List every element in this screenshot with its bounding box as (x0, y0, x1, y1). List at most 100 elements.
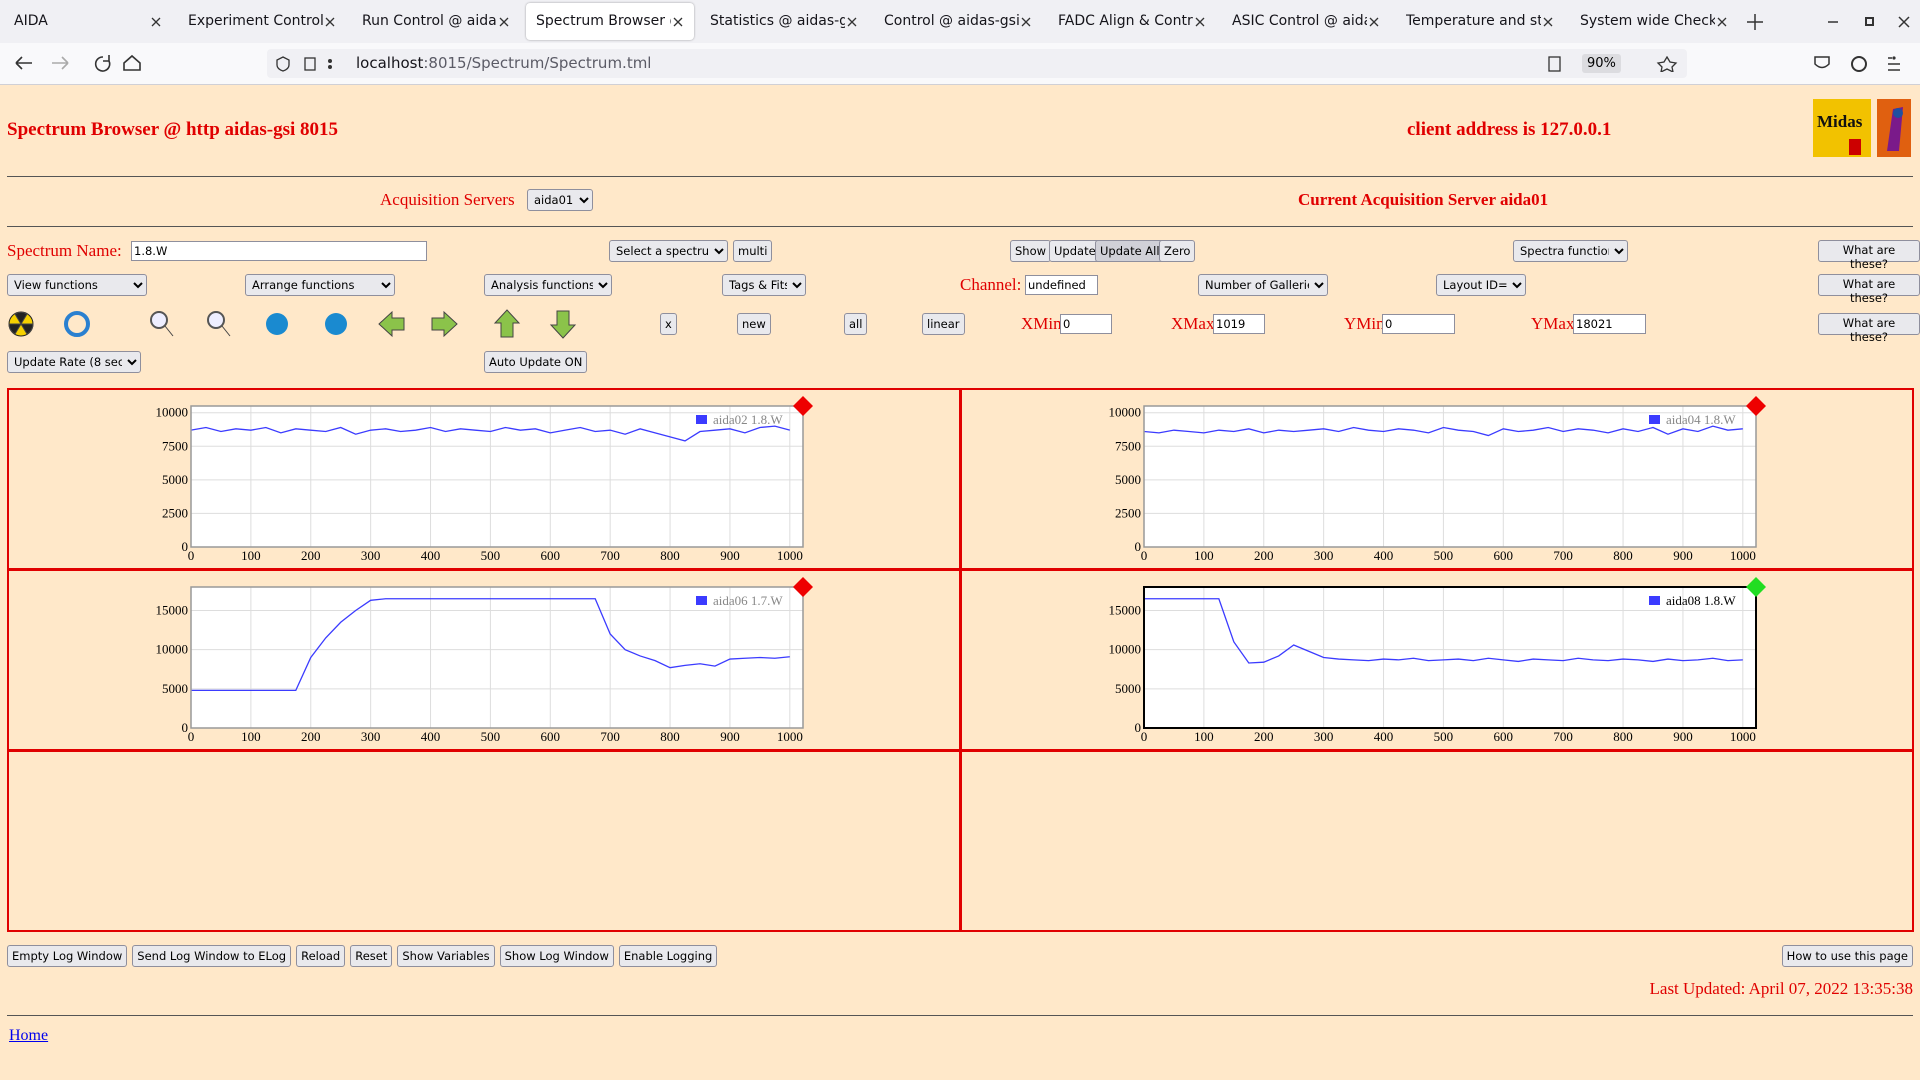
dropdown[interactable]: Analysis functions (484, 274, 612, 296)
dropdown[interactable]: Spectra functions (1513, 240, 1628, 262)
browser-tab[interactable]: Statistics @ aidas-gsi (700, 3, 868, 40)
new-tab[interactable] (1745, 10, 1920, 34)
browser-tab[interactable]: System wide Checks (1570, 3, 1738, 40)
tab-close[interactable] (324, 16, 336, 28)
log-button[interactable]: Show Variables (397, 945, 495, 967)
plot-area (1144, 587, 1756, 728)
x-tick-label: 600 (541, 729, 561, 744)
dropdown[interactable]: Update Rate (8 secs) (7, 351, 141, 373)
window-controls[interactable] (1825, 14, 1915, 30)
icon-refresh[interactable] (64, 311, 90, 337)
text-input[interactable] (1573, 314, 1646, 334)
tab-close[interactable] (1020, 16, 1032, 28)
tab-close[interactable] (150, 16, 162, 28)
tab-close[interactable] (1194, 16, 1206, 28)
browser-tab[interactable]: AIDA (4, 3, 172, 40)
tab-close[interactable] (1542, 16, 1554, 28)
tab-close-icon (1195, 17, 1205, 27)
log-button[interactable]: Send Log Window to ELog (132, 945, 292, 967)
status-diamond[interactable] (1746, 396, 1766, 416)
button[interactable]: What are these? (1818, 240, 1920, 271)
log-button[interactable]: Enable Logging (618, 945, 718, 967)
tab-title: Run Control @ aidas- (362, 13, 497, 29)
nav-buttons[interactable] (12, 51, 162, 75)
dropdown[interactable]: Number of Galleries (1198, 274, 1328, 296)
icon-down[interactable] (549, 310, 577, 339)
spectrum-grid: 0 100 200 300 400 500 600 700 800 900 100002500500… (7, 388, 1914, 932)
y-tick-label: 15000 (156, 603, 189, 618)
tool-icons[interactable] (7, 306, 607, 342)
tab-title: System wide Checks (1580, 13, 1715, 29)
tab-close[interactable] (498, 16, 510, 28)
button[interactable]: multi (733, 240, 773, 262)
button[interactable]: Zero (1159, 240, 1196, 262)
divider (7, 226, 1913, 227)
tab-close[interactable] (846, 16, 858, 28)
server-select[interactable]: aida01 (527, 189, 593, 211)
button[interactable]: new (737, 313, 771, 335)
tab-close[interactable] (672, 16, 684, 28)
text-input[interactable] (131, 241, 427, 261)
button[interactable]: Update All (1095, 240, 1165, 262)
browser-tab[interactable]: Control @ aidas-gsi (874, 3, 1042, 40)
toolbar-icons[interactable] (1812, 53, 1912, 75)
text-input[interactable] (1382, 314, 1455, 334)
browser-tab[interactable]: FADC Align & Control (1048, 3, 1216, 40)
icon-up[interactable] (493, 309, 521, 338)
tab-title: Statistics @ aidas-gsi (710, 13, 845, 29)
icon-radiation-blades[interactable] (8, 311, 34, 335)
status-diamond[interactable] (793, 577, 813, 597)
text-input[interactable] (1060, 314, 1112, 334)
button[interactable]: all (844, 313, 868, 335)
url-actions[interactable] (1547, 56, 1687, 72)
icon-zoom-in-handle[interactable] (164, 325, 174, 337)
icon-zoom-in[interactable] (150, 311, 168, 329)
browser-tab[interactable]: Temperature and stat (1396, 3, 1564, 40)
x-tick-label: 100 (241, 548, 261, 563)
text-input[interactable] (1025, 275, 1098, 295)
dropdown[interactable]: Arrange functions (245, 274, 395, 296)
button[interactable]: Auto Update ON (484, 351, 588, 373)
status-diamond[interactable] (1746, 577, 1766, 597)
status-diamond[interactable] (793, 396, 813, 416)
tab-title: Temperature and stat (1406, 13, 1541, 29)
x-tick-label: 0 (1141, 729, 1148, 744)
browser-tab[interactable]: Experiment Control @ (178, 3, 346, 40)
tab-close[interactable] (1716, 16, 1728, 28)
button[interactable]: x (660, 313, 677, 335)
dropdown[interactable]: Tags & Fits (722, 274, 806, 296)
x-tick-label: 700 (1553, 548, 1573, 563)
button[interactable]: What are these? (1818, 313, 1920, 344)
zoom-level[interactable]: 90% (1582, 54, 1621, 73)
x-tick-label: 500 (481, 729, 501, 744)
tab-close[interactable] (1368, 16, 1380, 28)
dropdown[interactable]: Select a spectrum (609, 240, 728, 262)
button[interactable]: Show (1010, 240, 1052, 262)
y-tick-label: 5000 (162, 472, 188, 487)
url-bar[interactable]: localhost:8015/Spectrum/Spectrum.tml 90% (267, 49, 1687, 78)
x-tick-label: 400 (421, 729, 441, 744)
log-button[interactable]: Empty Log Window (7, 945, 128, 967)
log-button[interactable]: Show Log Window (499, 945, 614, 967)
dropdown[interactable]: Layout ID=8 (1436, 274, 1526, 296)
icon-y-up[interactable] (325, 313, 347, 335)
browser-tab[interactable]: Run Control @ aidas- (352, 3, 520, 40)
log-button[interactable]: Reload (296, 945, 346, 967)
log-button[interactable]: Reset (350, 945, 393, 967)
icon-y-down[interactable] (266, 313, 288, 335)
icon-right[interactable] (431, 310, 458, 338)
button[interactable]: Update (1049, 240, 1101, 262)
button[interactable]: linear (922, 313, 965, 335)
icon-zoom-out[interactable] (207, 311, 225, 329)
icon-zoom-out-handle[interactable] (221, 325, 231, 337)
text-input[interactable] (1213, 314, 1265, 334)
dropdown[interactable]: View functions (7, 274, 147, 296)
browser-tab[interactable]: ASIC Control @ aidas (1222, 3, 1390, 40)
icon-left[interactable] (378, 310, 405, 338)
x-tick-label: 900 (1673, 548, 1693, 563)
button[interactable]: What are these? (1818, 274, 1920, 305)
help-button[interactable]: How to use this page (1781, 945, 1913, 967)
home-link[interactable]: Home (9, 1027, 49, 1044)
x-tick-label: 100 (1194, 729, 1214, 744)
browser-tab[interactable]: Spectrum Browser @ (526, 3, 694, 40)
